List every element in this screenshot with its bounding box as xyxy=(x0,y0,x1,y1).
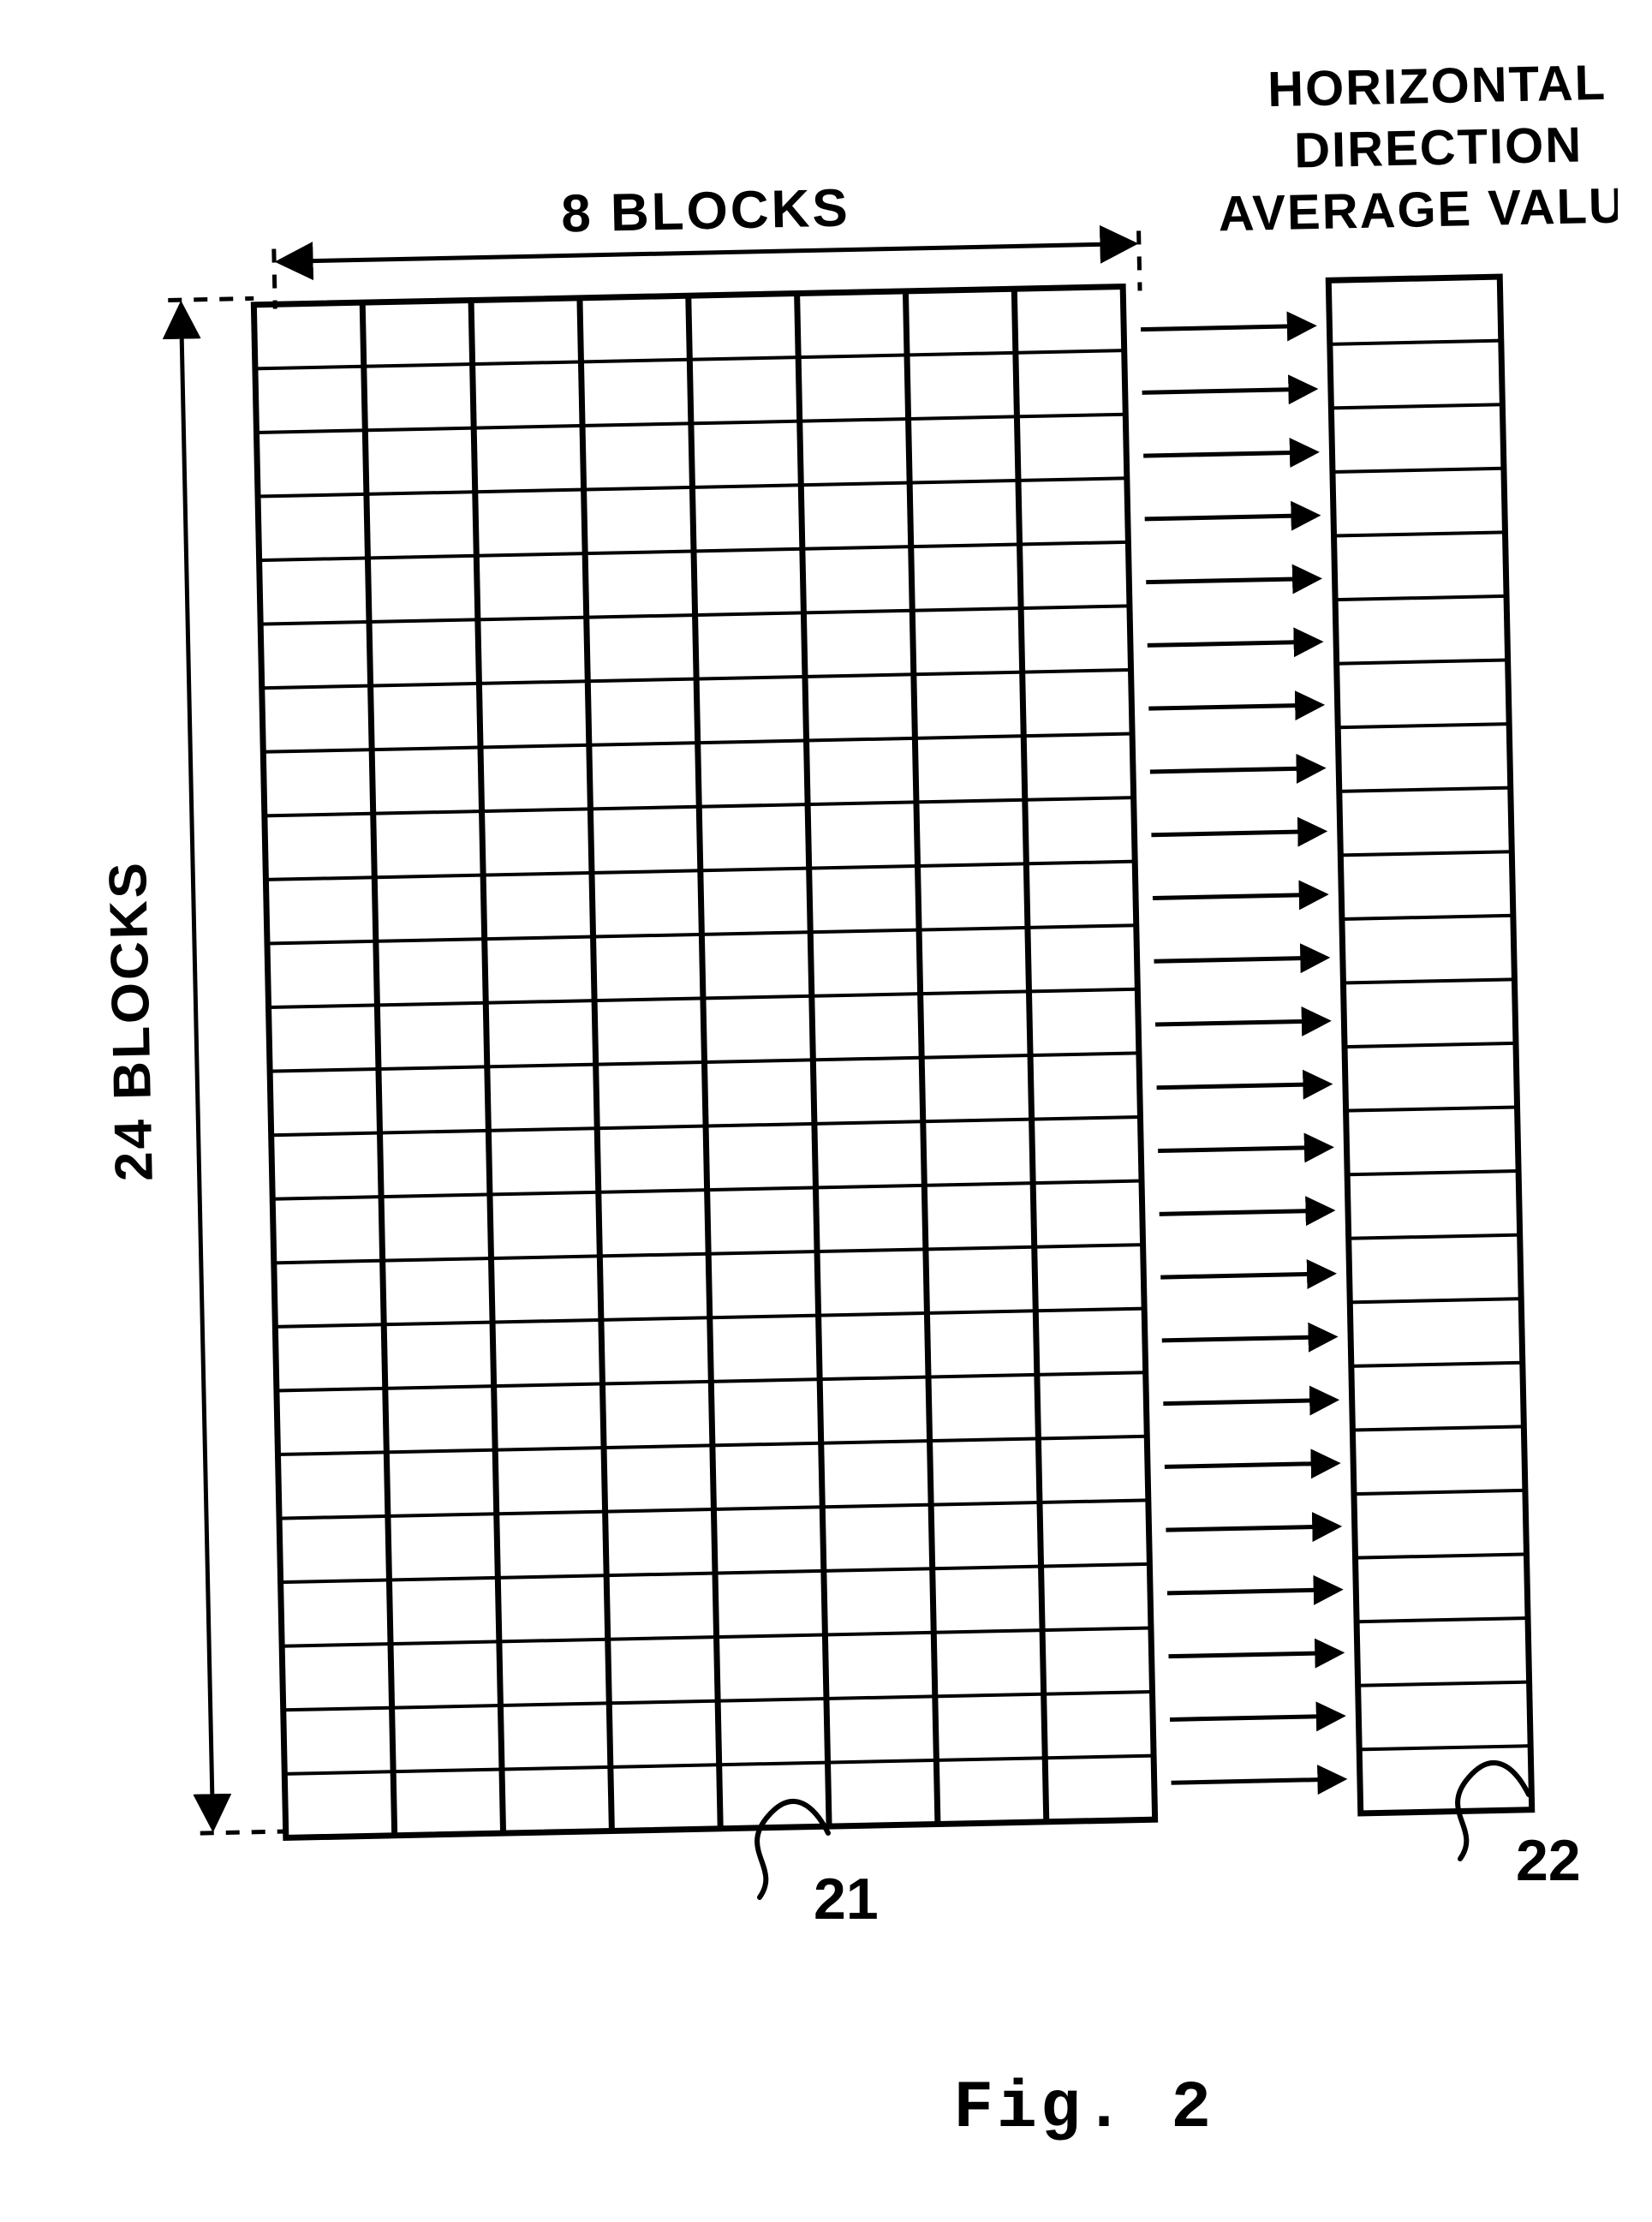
svg-text:AVERAGE VALUE: AVERAGE VALUE xyxy=(1218,177,1618,242)
diagram-svg: 8 BLOCKS 24 BLOCKS HORIZONTALDIRECTIONAVER… xyxy=(34,34,1618,2122)
ref-22-leader: 22 xyxy=(1458,1763,1581,1893)
row-arrows xyxy=(1141,326,1342,1783)
average-column xyxy=(1328,277,1531,1813)
svg-text:DIRECTION: DIRECTION xyxy=(1293,116,1583,178)
label-8-blocks: 8 BLOCKS xyxy=(561,178,851,243)
figure-caption: Fig. 2 xyxy=(779,1996,1214,2222)
ref-21-leader: 21 xyxy=(757,1801,879,1932)
main-grid xyxy=(253,287,1154,1838)
ref-22-label: 22 xyxy=(1516,1828,1581,1893)
label-24-blocks: 24 BLOCKS xyxy=(98,859,164,1181)
avg-column-title: HORIZONTALDIRECTIONAVERAGE VALUE xyxy=(1215,54,1618,242)
svg-text:HORIZONTAL: HORIZONTAL xyxy=(1267,55,1607,117)
figure-canvas: 8 BLOCKS 24 BLOCKS HORIZONTALDIRECTIONAVER… xyxy=(34,34,1618,2122)
ref-21-label: 21 xyxy=(814,1867,879,1932)
